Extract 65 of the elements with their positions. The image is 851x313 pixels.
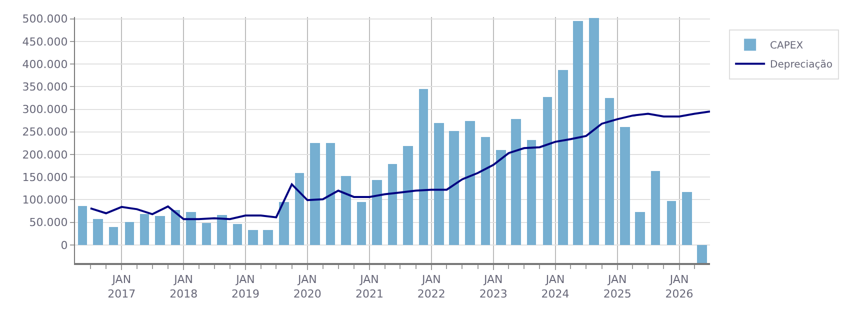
bar [697, 245, 707, 263]
x-tick-label: JAN 2024 [541, 273, 570, 300]
y-tick-label: 50.000 [29, 216, 68, 230]
bar [543, 97, 552, 245]
bar [388, 164, 397, 245]
bar [310, 143, 320, 245]
line-series [89, 110, 710, 220]
bar [109, 227, 118, 245]
bar [651, 171, 660, 245]
bar [449, 131, 459, 245]
bar [527, 140, 536, 245]
bar [202, 223, 211, 245]
bar [155, 216, 165, 245]
bar [465, 121, 475, 245]
x-tick-label: JAN 2017 [108, 273, 136, 300]
bar [217, 215, 227, 245]
x-tick-label: JAN 2018 [170, 273, 198, 300]
bar [186, 212, 196, 245]
bar [171, 210, 180, 245]
y-tick-label: 200.000 [22, 148, 68, 162]
y-tick-label: 250.000 [22, 126, 68, 139]
bar [434, 123, 444, 245]
x-tick-label: JAN 2020 [293, 273, 322, 300]
x-tick-label: JAN 2021 [356, 273, 384, 300]
bar [263, 230, 273, 245]
x-tick-label: JAN 2026 [665, 273, 694, 300]
bar [419, 89, 428, 245]
x-tick-label: JAN 2023 [479, 273, 508, 300]
bar [682, 192, 692, 245]
bar [620, 127, 630, 245]
y-tick-label: 350.000 [22, 80, 68, 94]
y-tick-label: 500.000 [22, 12, 68, 26]
bar [78, 206, 87, 245]
bar [372, 180, 382, 245]
y-tick-label: 400.000 [22, 58, 68, 71]
y-tick-label: 150.000 [22, 170, 68, 184]
x-tick-label: JAN 2019 [232, 273, 260, 300]
bar [93, 219, 103, 245]
bar [125, 222, 134, 245]
bar [233, 224, 242, 245]
bar [326, 143, 335, 245]
y-tick-label: 450.000 [22, 35, 68, 48]
y-tick-label: 0 [60, 238, 68, 252]
x-tick-label: JAN 2025 [603, 273, 632, 300]
bar [403, 146, 413, 245]
bar [140, 214, 149, 245]
y-tick-label: 100.000 [22, 194, 68, 207]
x-tick-label: JAN 2022 [417, 273, 446, 300]
legend-label: CAPEX [770, 40, 804, 52]
legend-label: Depreciação [770, 60, 832, 71]
bar [511, 119, 521, 245]
bar [341, 176, 351, 245]
bar [295, 173, 304, 245]
y-tick-label: 300.000 [22, 103, 68, 116]
bar [481, 137, 490, 245]
bar [573, 21, 583, 245]
bar [558, 70, 568, 245]
bar [357, 202, 366, 245]
bar [635, 212, 645, 245]
bar [605, 98, 614, 245]
bar [589, 18, 599, 245]
bar [248, 230, 258, 245]
bar [279, 202, 289, 245]
bar [667, 201, 676, 245]
bar [496, 150, 506, 245]
